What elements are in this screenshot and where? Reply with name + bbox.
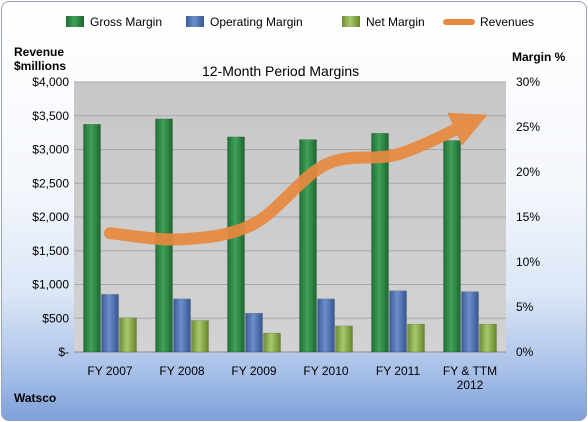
bar-gross-margin [371, 133, 389, 353]
bar-gross-margin [443, 140, 461, 353]
bar-net-margin [263, 332, 281, 353]
bar-operating-margin [389, 290, 407, 353]
left-axis-ticks: $- $500 $1,000 $1,500 $2,000 $2,500 $3,000 $3,5… [32, 75, 69, 359]
left-tick-label: $3,500 [32, 109, 69, 123]
category-label: FY 2010 [303, 364, 348, 378]
legend-swatch-gross-margin [66, 16, 84, 27]
bar-operating-margin [317, 298, 335, 353]
left-tick-label: $4,000 [32, 75, 69, 89]
bar-net-margin [479, 323, 497, 353]
left-tick-label: $500 [42, 311, 69, 325]
bar-net-margin [191, 320, 209, 353]
right-tick-label: 25% [516, 120, 540, 134]
right-tick-label: 0% [516, 345, 534, 359]
left-tick-label: $- [58, 345, 69, 359]
right-tick-label: 10% [516, 255, 540, 269]
left-tick-label: $3,000 [32, 143, 69, 157]
gridlines [74, 81, 506, 353]
right-tick-label: 15% [516, 210, 540, 224]
category-label: FY & TTM 2012 [443, 364, 497, 392]
left-tick-label: $2,000 [32, 210, 69, 224]
revenue-series [104, 112, 488, 246]
chart-title: 12-Month Period Margins [202, 63, 359, 79]
left-tick-label: $1,500 [32, 244, 69, 258]
bar-series [83, 118, 497, 353]
category-label: FY 2011 [376, 364, 421, 378]
bar-operating-margin [173, 298, 191, 353]
bar-net-margin [119, 317, 137, 353]
left-tick-label: $2,500 [32, 176, 69, 190]
legend-label-operating-margin: Operating Margin [210, 15, 303, 29]
bar-gross-margin [299, 139, 317, 353]
category-axis-labels: FY 2007 FY 2008 FY 2009 FY 2010 FY 2011 FY & … [87, 364, 497, 392]
legend-label-gross-margin: Gross Margin [90, 15, 162, 29]
category-label: FY 2007 [87, 364, 132, 378]
left-axis-title-line1: Revenue [14, 45, 64, 59]
category-label: FY 2009 [231, 364, 276, 378]
legend: Gross Margin Operating Margin Net Margin… [66, 15, 534, 29]
bar-gross-margin [83, 124, 101, 353]
legend-swatch-operating-margin [186, 16, 204, 27]
right-tick-label: 5% [516, 300, 534, 314]
legend-label-revenues: Revenues [480, 15, 534, 29]
footer-label: Watsco [14, 391, 56, 405]
category-label: FY 2008 [159, 364, 204, 378]
right-axis-ticks: 0% 5% 10% 15% 20% 25% 30% [516, 75, 540, 359]
right-tick-label: 20% [516, 165, 540, 179]
bar-operating-margin [101, 294, 119, 353]
bar-operating-margin [461, 291, 479, 353]
bar-gross-margin [227, 136, 245, 353]
right-tick-label: 30% [516, 75, 540, 89]
bar-operating-margin [245, 313, 263, 353]
legend-label-net-margin: Net Margin [366, 15, 425, 29]
right-axis-title: Margin % [512, 50, 566, 64]
left-tick-label: $1,000 [32, 278, 69, 292]
bar-net-margin [407, 323, 425, 353]
legend-swatch-net-margin [342, 16, 360, 27]
revenues-line [104, 112, 488, 246]
bar-net-margin [335, 325, 353, 353]
left-axis-title-line2: $millions [14, 59, 66, 73]
